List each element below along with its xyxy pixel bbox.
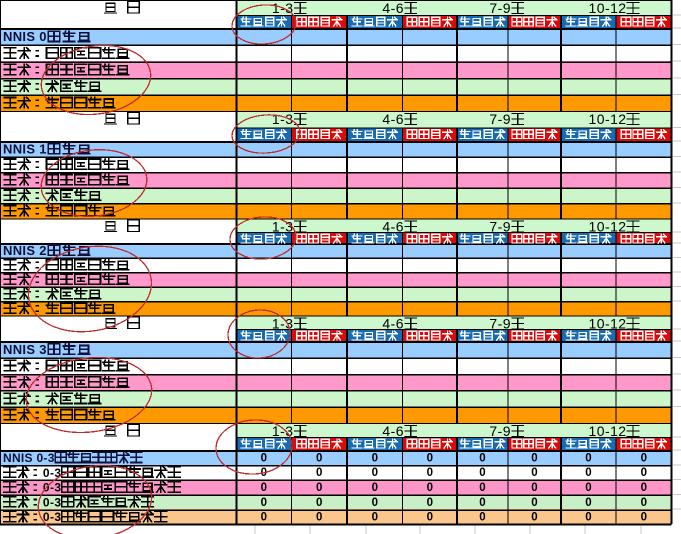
svg-text:0: 0 [585,452,591,464]
svg-text:0: 0 [372,497,378,509]
svg-text:1-3: 1-3 [272,316,293,332]
svg-text:0: 0 [261,482,267,494]
svg-text:0: 0 [261,452,267,464]
svg-text:4-6: 4-6 [382,316,403,332]
svg-text:4-6: 4-6 [382,423,403,439]
svg-text:10-12: 10-12 [589,316,627,332]
svg-text:0: 0 [641,512,647,524]
svg-text:0: 0 [316,497,322,509]
svg-text:10-12: 10-12 [589,0,627,16]
svg-text:7-9: 7-9 [489,423,510,439]
svg-text:0: 0 [479,512,485,524]
svg-text:0: 0 [316,467,322,479]
svg-text:4-6: 4-6 [382,111,403,127]
svg-text:4-6: 4-6 [382,0,403,16]
svg-text:0: 0 [531,452,537,464]
svg-text:0: 0 [261,497,267,509]
svg-text:1-3: 1-3 [272,423,293,439]
svg-text:10-12: 10-12 [589,219,627,235]
svg-text:0: 0 [531,467,537,479]
svg-text:0: 0 [261,512,267,524]
svg-text:0: 0 [316,512,322,524]
svg-text:0: 0 [641,482,647,494]
svg-text:10-12: 10-12 [589,111,627,127]
svg-text:0: 0 [372,512,378,524]
svg-text:0: 0 [479,497,485,509]
svg-text:NNIS 3: NNIS 3 [3,342,47,357]
svg-text:0: 0 [585,482,591,494]
svg-text:7-9: 7-9 [489,316,510,332]
svg-text:0: 0 [427,512,433,524]
svg-text:0: 0 [531,512,537,524]
svg-text:NNIS 0: NNIS 0 [3,29,47,44]
svg-text:7-9: 7-9 [489,111,510,127]
svg-text:7-9: 7-9 [489,219,510,235]
svg-text:0-3: 0-3 [43,495,62,509]
svg-text:0-3: 0-3 [43,481,62,495]
svg-text:0: 0 [427,482,433,494]
svg-text:0-3: 0-3 [43,466,62,480]
svg-text:0: 0 [479,482,485,494]
svg-text:0: 0 [479,452,485,464]
svg-text:0: 0 [372,482,378,494]
svg-text:0: 0 [372,452,378,464]
svg-text:0: 0 [641,497,647,509]
svg-text:10-12: 10-12 [589,423,627,439]
svg-text:NNIS 2: NNIS 2 [3,243,47,258]
svg-text:0: 0 [316,482,322,494]
svg-text:0: 0 [372,467,378,479]
svg-text:7-9: 7-9 [489,0,510,16]
svg-text:4-6: 4-6 [382,219,403,235]
svg-text:NNIS 1: NNIS 1 [3,141,47,156]
svg-text:0: 0 [427,497,433,509]
svg-text:NNIS 0-3: NNIS 0-3 [3,451,55,465]
svg-text:0-3: 0-3 [43,510,62,524]
svg-text:0: 0 [641,467,647,479]
svg-text:0: 0 [316,452,322,464]
svg-text:0: 0 [585,497,591,509]
svg-text:0: 0 [427,467,433,479]
svg-text:0: 0 [585,512,591,524]
svg-text:0: 0 [585,467,591,479]
svg-text:0: 0 [641,452,647,464]
svg-text:0: 0 [479,467,485,479]
svg-text:0: 0 [531,497,537,509]
svg-text:0: 0 [531,482,537,494]
svg-text:0: 0 [427,452,433,464]
